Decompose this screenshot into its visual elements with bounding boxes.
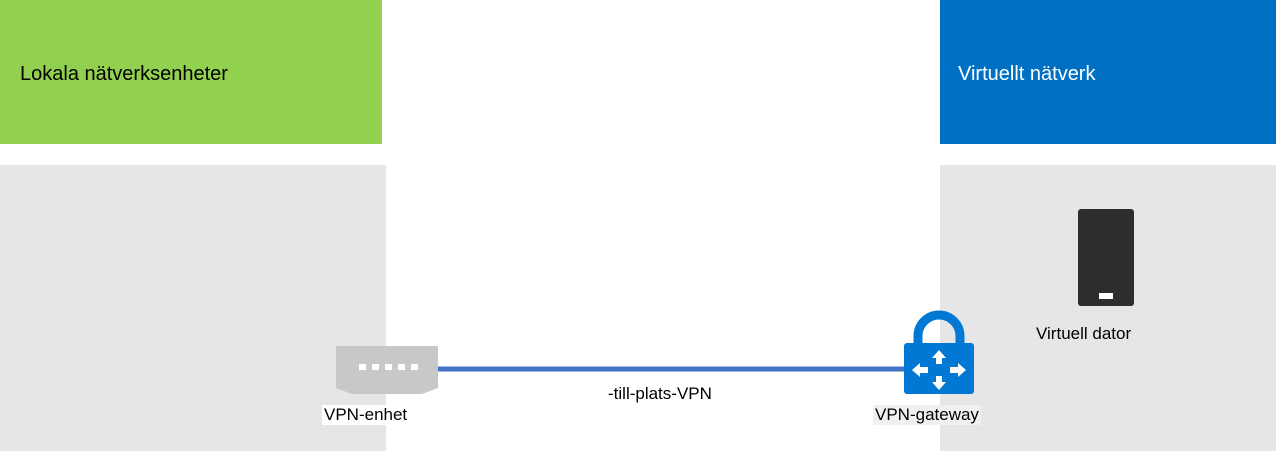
- server-icon: [1078, 209, 1134, 306]
- vpn-gateway-lock-icon: [904, 310, 974, 394]
- vpn-gateway-label: VPN-gateway: [873, 405, 981, 425]
- local-network-panel: [0, 165, 386, 451]
- router-icon: [336, 346, 438, 394]
- local-network-header: [0, 0, 382, 144]
- virtual-machine-label: Virtuell dator: [1036, 324, 1132, 343]
- virtual-network-title: Virtuellt nätverk: [958, 63, 1096, 85]
- vpn-device-label: VPN-enhet: [322, 405, 410, 425]
- virtual-network-header: [940, 0, 1276, 144]
- local-network-title: Lokala nätverksenheter: [20, 63, 228, 85]
- vpn-connection-label: -till-plats-VPN: [606, 384, 714, 404]
